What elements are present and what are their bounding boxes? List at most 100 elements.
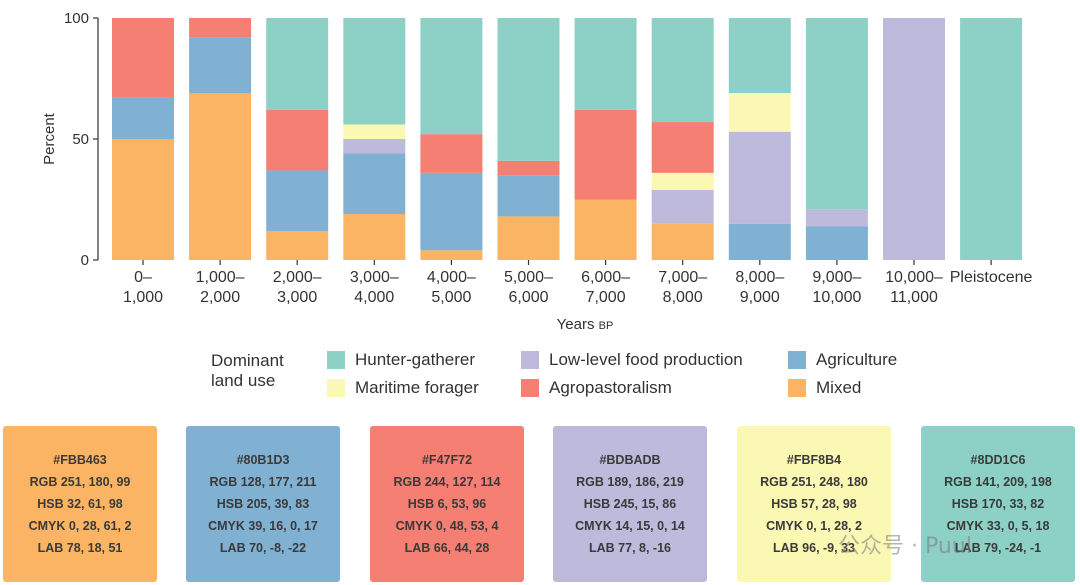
x-tick-label: 10,000– 11,000 [885,269,943,306]
swatch-value: LAB 77, 8, -16 [589,541,671,555]
legend-swatch [788,379,806,397]
swatch-value: RGB 189, 186, 219 [576,475,684,489]
swatch-value: CMYK 14, 15, 0, 14 [575,519,685,533]
bar-segment-low-level [343,139,406,154]
bar-segment-maritime [651,172,714,190]
swatch-value: HSB 57, 28, 98 [771,497,857,511]
x-tick-label: 0– 1,000 [123,269,163,306]
bar-segment-hunter-gatherer [651,18,714,123]
bar-segment-hunter-gatherer [574,18,637,110]
bar-segment-mixed [266,230,329,260]
x-axis-title: Years BP [557,316,614,333]
watermark: 公众号 · Puul [838,534,972,559]
swatch-value: CMYK 33, 0, 5, 18 [946,519,1050,533]
bar-segment-hunter-gatherer [266,18,329,110]
bar-segment-maritime [343,124,406,139]
bar-segment-hunter-gatherer [343,18,406,125]
swatch-value: LAB 70, -8, -22 [219,541,307,555]
swatch-value: LAB 79, -24, -1 [954,541,1042,555]
bar-segment-agriculture [728,223,791,260]
bar-segment-agropastoralism [497,160,560,176]
color-swatch-card: #80B1D3 RGB 128, 177, 211 HSB 205, 39, 83 C… [186,426,340,582]
bar-segment-agriculture [112,97,174,139]
swatch-value: RGB 251, 180, 99 [29,475,131,489]
legend-label: Low-level food production [549,350,743,369]
swatch-value: #80B1D3 [236,453,290,467]
swatch-value: LAB 66, 44, 28 [404,541,490,555]
swatch-value: CMYK 39, 16, 0, 17 [208,519,318,533]
bar-segment-agropastoralism [266,109,329,171]
bar-segment-hunter-gatherer [960,18,1023,260]
swatch-value: LAB 78, 18, 51 [37,541,123,555]
bar-segment-agriculture [343,153,406,215]
legend-title-line: Dominant [211,351,284,370]
bar-segment-hunter-gatherer [497,18,560,161]
y-tick-label: 0 [81,252,89,269]
bar-segment-agriculture [805,226,868,260]
legend-item: Agropastoralism [521,377,672,399]
legend-item: Maritime forager [327,377,479,399]
x-tick-label: 3,000– 4,000 [350,269,399,306]
legend-label: Agropastoralism [549,378,672,397]
bar-segment-hunter-gatherer [805,18,868,210]
bar-segment-low-level [883,18,945,260]
bar-segment-low-level [651,189,714,224]
x-tick-label: 1,000– 2,000 [196,269,245,306]
legend-swatch [327,351,345,369]
chart-svg: 0 50 100 0– 1,000 1,000– 2,000 2,000– 3,000 3,000… [41,10,1033,333]
color-swatch-card: #BDBADB RGB 189, 186, 219 HSB 245, 15, 86 C… [553,426,707,582]
bar-segment-low-level [728,131,791,224]
swatch-value: RGB 141, 209, 198 [944,475,1052,489]
color-swatch-card: #F47F72 RGB 244, 127, 114 HSB 6, 53, 96 CMY… [370,426,524,582]
swatch-value: RGB 244, 127, 114 [393,475,501,489]
stacked-bar-chart: 0 50 100 0– 1,000 1,000– 2,000 2,000– 3,000 3,000… [41,10,1033,333]
swatch-value: #FBB463 [53,453,107,467]
bar-segment-mixed [189,93,252,261]
bar-segment-maritime [728,93,791,132]
bar-segment-agropastoralism [112,18,174,98]
color-swatch-row: #FBB463 RGB 251, 180, 99 HSB 32, 61, 98 CMY… [0,426,1080,585]
bar-segment-hunter-gatherer [420,18,483,135]
legend-label: Agriculture [816,350,898,369]
swatch-value: #FBF8B4 [786,453,842,467]
swatch-value: RGB 251, 248, 180 [760,475,868,489]
swatch-value: #F47F72 [421,453,473,467]
legend-label: Hunter-gatherer [355,350,476,369]
bars-layer [112,18,1023,261]
x-tick-label: 9,000– 10,000 [812,269,861,306]
swatch-value: RGB 128, 177, 211 [209,475,317,489]
bar-segment-agriculture [266,170,329,231]
legend-title: Dominant land use [211,351,321,391]
bar-segment-mixed [574,199,637,260]
x-tick-label: 2,000– 3,000 [273,269,322,306]
bar-segment-agropastoralism [574,109,637,200]
bar-segment-agriculture [420,172,483,251]
swatch-value: #8DD1C6 [970,453,1026,467]
swatch-value: HSB 170, 33, 82 [951,497,1045,511]
legend-swatch [521,351,539,369]
legend-item: Agriculture [788,349,897,371]
y-axis-title: Percent [41,112,58,165]
color-swatch-card: #FBB463 RGB 251, 180, 99 HSB 32, 61, 98 CMY… [3,426,157,582]
labels-layer: 0 50 100 0– 1,000 1,000– 2,000 2,000– 3,000 3,000… [41,10,1033,333]
axes-layer [93,17,992,265]
x-tick-label: 5,000– 6,000 [504,269,553,306]
legend-label: Mixed [816,378,862,397]
bar-segment-agriculture [497,175,560,217]
color-swatch-card: #FBF8B4 RGB 251, 248, 180 HSB 57, 28, 98 CM… [737,426,891,582]
bar-segment-hunter-gatherer [728,18,791,94]
swatch-value: CMYK 0, 1, 28, 2 [766,519,862,533]
bar-segment-agropastoralism [651,122,714,173]
bar-segment-mixed [497,216,560,260]
swatch-value: HSB 205, 39, 83 [216,497,310,511]
legend-title-line: land use [211,371,276,390]
x-tick-label: 6,000– 7,000 [581,269,630,306]
bar-segment-mixed [420,250,483,260]
bar-segment-agriculture [189,37,252,94]
x-tick-label: 8,000– 9,000 [735,269,784,306]
bar-segment-mixed [112,139,174,260]
legend-item: Mixed [788,377,861,399]
x-tick-label: Pleistocene [950,269,1033,286]
x-tick-label: 7,000– 8,000 [658,269,707,306]
bar-segment-mixed [651,223,714,260]
